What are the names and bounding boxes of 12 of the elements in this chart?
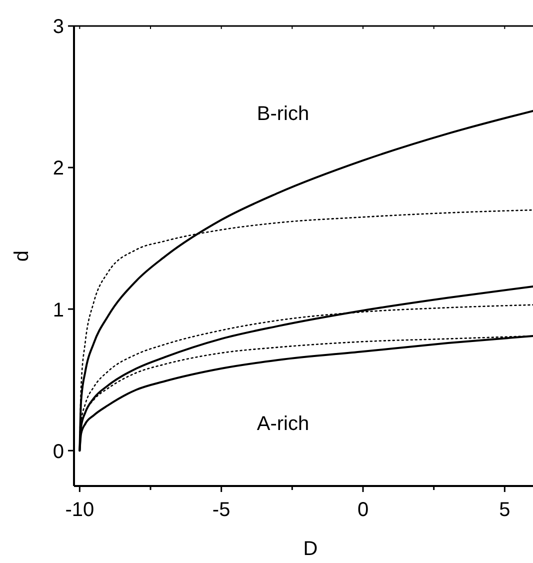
y-tick-label: 2 xyxy=(52,158,64,180)
annotation: B-rich xyxy=(256,103,310,126)
y-tick-label: 1 xyxy=(52,299,64,322)
x-tick-label: -5 xyxy=(212,499,230,521)
y-tick-label: 3 xyxy=(52,16,64,38)
x-tick-label: 0 xyxy=(357,499,369,521)
x-tick-label: 5 xyxy=(499,499,510,521)
x-tick-label: -10 xyxy=(65,499,94,521)
annotation: A-rich xyxy=(256,413,310,436)
y-tick-label: 0 xyxy=(52,440,64,463)
y-axis-title: d xyxy=(11,250,33,262)
x-axis-title: D xyxy=(303,538,318,560)
